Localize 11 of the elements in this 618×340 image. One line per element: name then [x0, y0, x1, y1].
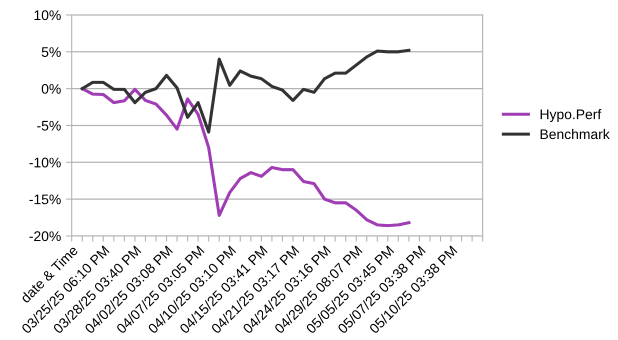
y-tick-label: 10%	[34, 10, 61, 20]
y-tick-label: -10%	[29, 158, 61, 168]
y-tick-label: 5%	[42, 47, 61, 57]
y-tick-label: -5%	[37, 120, 61, 131]
line-series	[80, 87, 410, 228]
y-tick-label: -15%	[29, 194, 61, 204]
y-tick-label: 0%	[42, 84, 61, 94]
y-tick-label: -20%	[29, 231, 61, 242]
legend-label: Hypo.Perf	[540, 109, 602, 122]
legend-label: Benchmark	[540, 128, 610, 140]
line-series	[80, 48, 410, 134]
